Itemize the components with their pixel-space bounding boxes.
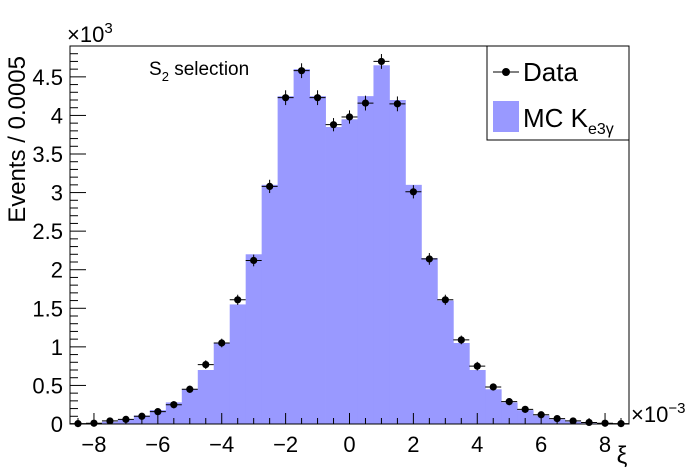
x-tick-label: 2 [407,432,419,457]
annotation-main: S [149,59,162,80]
y-tick-label: 3.5 [32,142,63,167]
legend-mc-label-main: MC K [523,103,589,133]
data-point [170,401,178,409]
y-tick-label: 3 [51,181,63,206]
y-exponent-power: 3 [104,20,112,37]
data-point [282,94,290,102]
data-point [345,113,354,121]
legend: Data MC Ke3γ [486,45,630,141]
mc-bar [437,300,454,424]
y-axis-label: Events / 0.0005 [4,56,31,223]
data-point [138,412,146,420]
x-tick-label: −4 [209,432,234,457]
legend-mc-swatch [493,101,519,132]
mc-bar [389,100,406,424]
y-tick-label: 4 [51,103,63,128]
y-exponent: ×103 [67,20,113,47]
x-tick-label: −8 [81,432,106,457]
data-point [473,362,481,370]
mc-bar [181,389,199,424]
x-tick-label: 4 [471,432,483,457]
x-tick-label: −2 [273,432,298,457]
mc-bar [325,127,342,424]
x-tick-label: 6 [535,432,547,457]
mc-bar [213,343,231,424]
mc-histogram [70,65,614,425]
data-point [202,361,210,369]
data-point [266,182,274,190]
mc-bar [357,96,374,425]
x-exponent-base: ×10 [631,402,668,427]
data-point [409,188,417,196]
y-tick-label: 0 [51,412,63,437]
y-tick-label: 0.5 [32,373,63,398]
x-tick-label: 0 [343,432,355,457]
x-tick-label: −6 [145,432,170,457]
y-tick-label: 1 [51,335,63,360]
data-point [441,296,449,304]
mc-bar [453,343,470,424]
data-point [521,405,529,413]
legend-mc-label-sub: e3γ [588,121,614,138]
data-point [329,121,338,129]
mc-bar [517,410,534,424]
x-exponent: ×10−3 [631,400,685,427]
data-point [457,336,465,344]
data-point [218,339,226,347]
mc-bar [229,304,247,424]
mc-bar [421,258,438,424]
selection-annotation: S2 selection [149,59,249,84]
mc-bar [293,69,310,425]
data-point [234,296,242,304]
mc-bar [261,184,279,424]
y-tick-label: 1.5 [32,296,63,321]
mc-bar [373,65,390,425]
mc-bar [165,402,183,424]
data-point [489,383,497,391]
x-axis-label: ξ [617,442,628,469]
mc-bar [245,254,263,424]
data-point [505,398,513,406]
axes [69,45,630,425]
y-tick-label: 2.5 [32,219,63,244]
mc-bar [501,402,518,424]
y-tick-label: 2 [51,258,63,283]
mc-bar [277,96,294,425]
mc-bar [341,119,358,425]
data-point [377,57,386,66]
legend-data-marker [502,68,510,76]
annotation-rest: selection [169,59,249,80]
x-exponent-power: −3 [668,400,685,417]
mc-bar [197,370,215,424]
data-point [186,385,194,393]
data-point [297,67,306,75]
data-point [361,99,370,107]
y-tick-label: 4.5 [32,65,63,90]
tick-labels: −8 −6 −4 −2 0 2 4 6 8 0 0.5 1 1.5 2 2.5 3 3.5 4 4.5 [32,65,611,457]
data-points [70,54,629,428]
x-tick-label: 8 [599,432,611,457]
annotation-sub: 2 [162,69,169,84]
data-point [393,100,402,108]
mc-bar [469,370,486,424]
data-point [250,256,258,265]
legend-mc-label: MC Ke3γ [523,103,614,138]
data-point [313,94,322,102]
y-exponent-base: ×10 [67,22,104,47]
mc-bar [485,389,502,424]
mc-bar [309,96,326,425]
legend-data-label: Data [523,57,578,87]
mc-bar [405,184,422,424]
data-point [154,408,162,416]
data-point [425,255,433,263]
